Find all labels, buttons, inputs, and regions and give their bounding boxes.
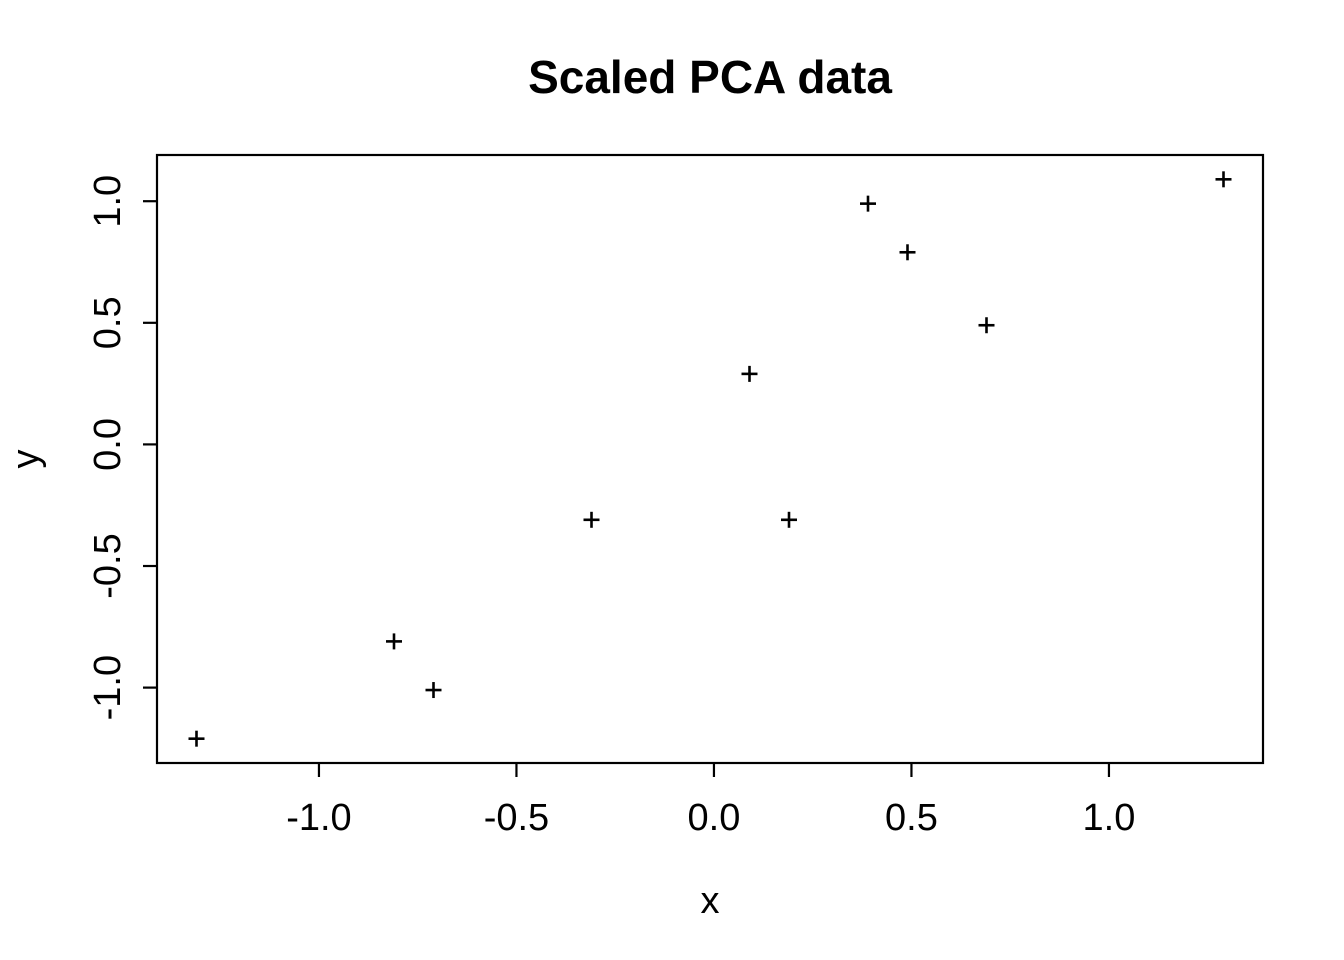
data-point-marker (899, 244, 916, 261)
x-tick-label: 0.0 (688, 797, 741, 839)
y-tick-label: 0.5 (87, 296, 129, 349)
chart-title: Scaled PCA data (528, 51, 892, 103)
data-point-marker (425, 682, 442, 699)
x-axis: -1.0 -0.5 0.0 0.5 1.0 (286, 763, 1135, 839)
data-point-marker (386, 633, 402, 650)
data-point-marker (781, 511, 797, 528)
y-tick-label: -0.5 (87, 533, 129, 598)
data-point-marker (1215, 171, 1232, 188)
y-tick-label: -1.0 (87, 655, 129, 720)
data-points (188, 171, 1232, 747)
x-tick-label: 1.0 (1083, 797, 1136, 839)
data-point-marker (583, 511, 600, 528)
y-tick-label: 0.0 (87, 418, 129, 471)
x-tick-label: -0.5 (484, 797, 549, 839)
y-axis: -1.0 -0.5 0.0 0.5 1.0 (87, 175, 157, 720)
data-point-marker (741, 365, 758, 382)
x-tick-label: 0.5 (885, 797, 938, 839)
data-point-marker (860, 195, 876, 212)
y-axis-label: y (5, 450, 47, 469)
data-point-marker (978, 317, 995, 334)
x-axis-label: x (701, 880, 720, 922)
data-point-marker (188, 730, 205, 747)
x-tick-label: -1.0 (286, 797, 351, 839)
y-tick-label: 1.0 (87, 175, 129, 228)
plot-border (155, 153, 1265, 765)
